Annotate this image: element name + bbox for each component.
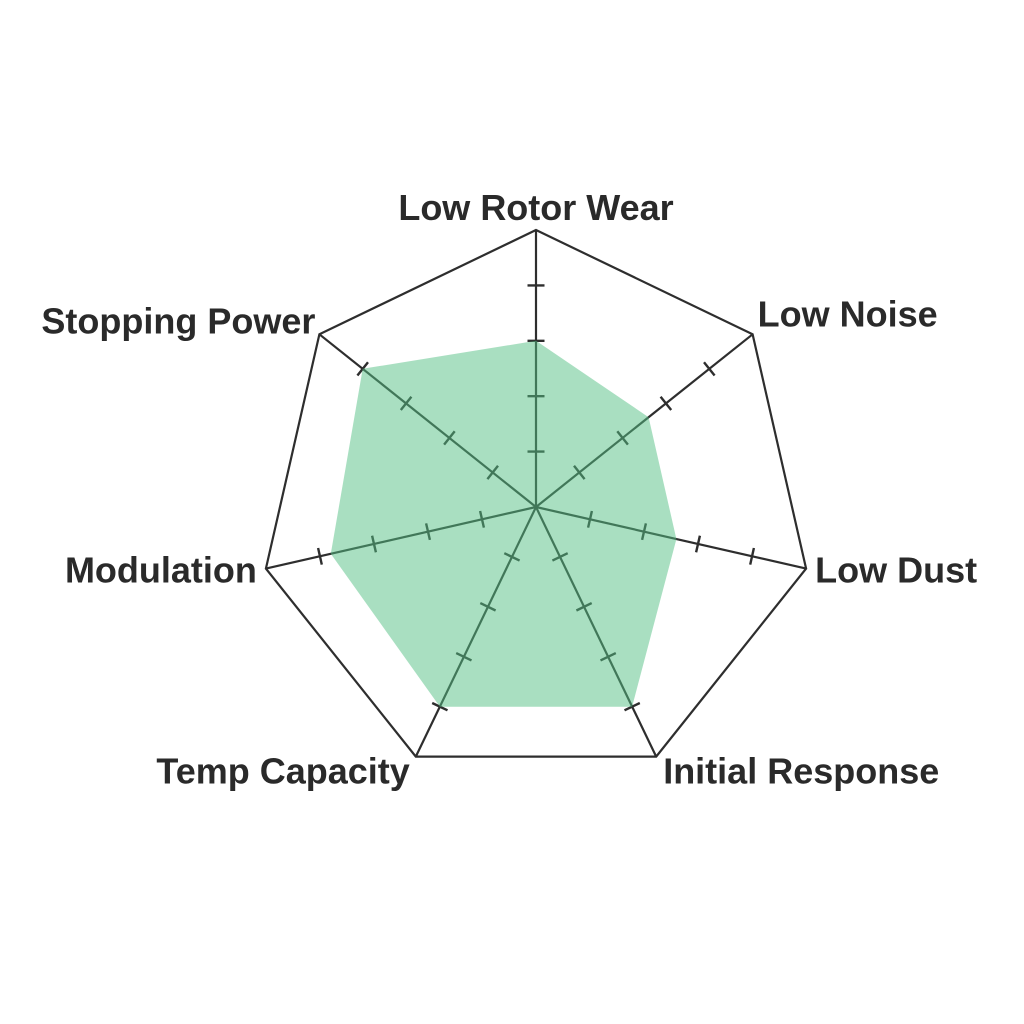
axis-tick xyxy=(694,535,702,553)
axis-tick xyxy=(431,701,449,712)
axis-tick xyxy=(749,547,756,565)
axis-tick xyxy=(703,361,716,377)
axis-label-low-dust: Low Dust xyxy=(815,550,977,591)
axis-label-temp-capacity: Temp Capacity xyxy=(156,751,409,792)
axis-tick xyxy=(623,701,641,712)
axis-label-initial-response: Initial Response xyxy=(663,751,939,792)
axis-label-stopping-power: Stopping Power xyxy=(41,300,315,341)
data-polygon xyxy=(330,340,677,707)
axis-label-modulation: Modulation xyxy=(65,550,257,591)
axis-tick xyxy=(316,547,323,565)
axis-label-low-rotor-wear: Low Rotor Wear xyxy=(398,187,673,228)
axis-label-low-noise: Low Noise xyxy=(758,293,938,334)
outer-ring xyxy=(264,228,808,758)
axis-tick xyxy=(659,395,673,411)
